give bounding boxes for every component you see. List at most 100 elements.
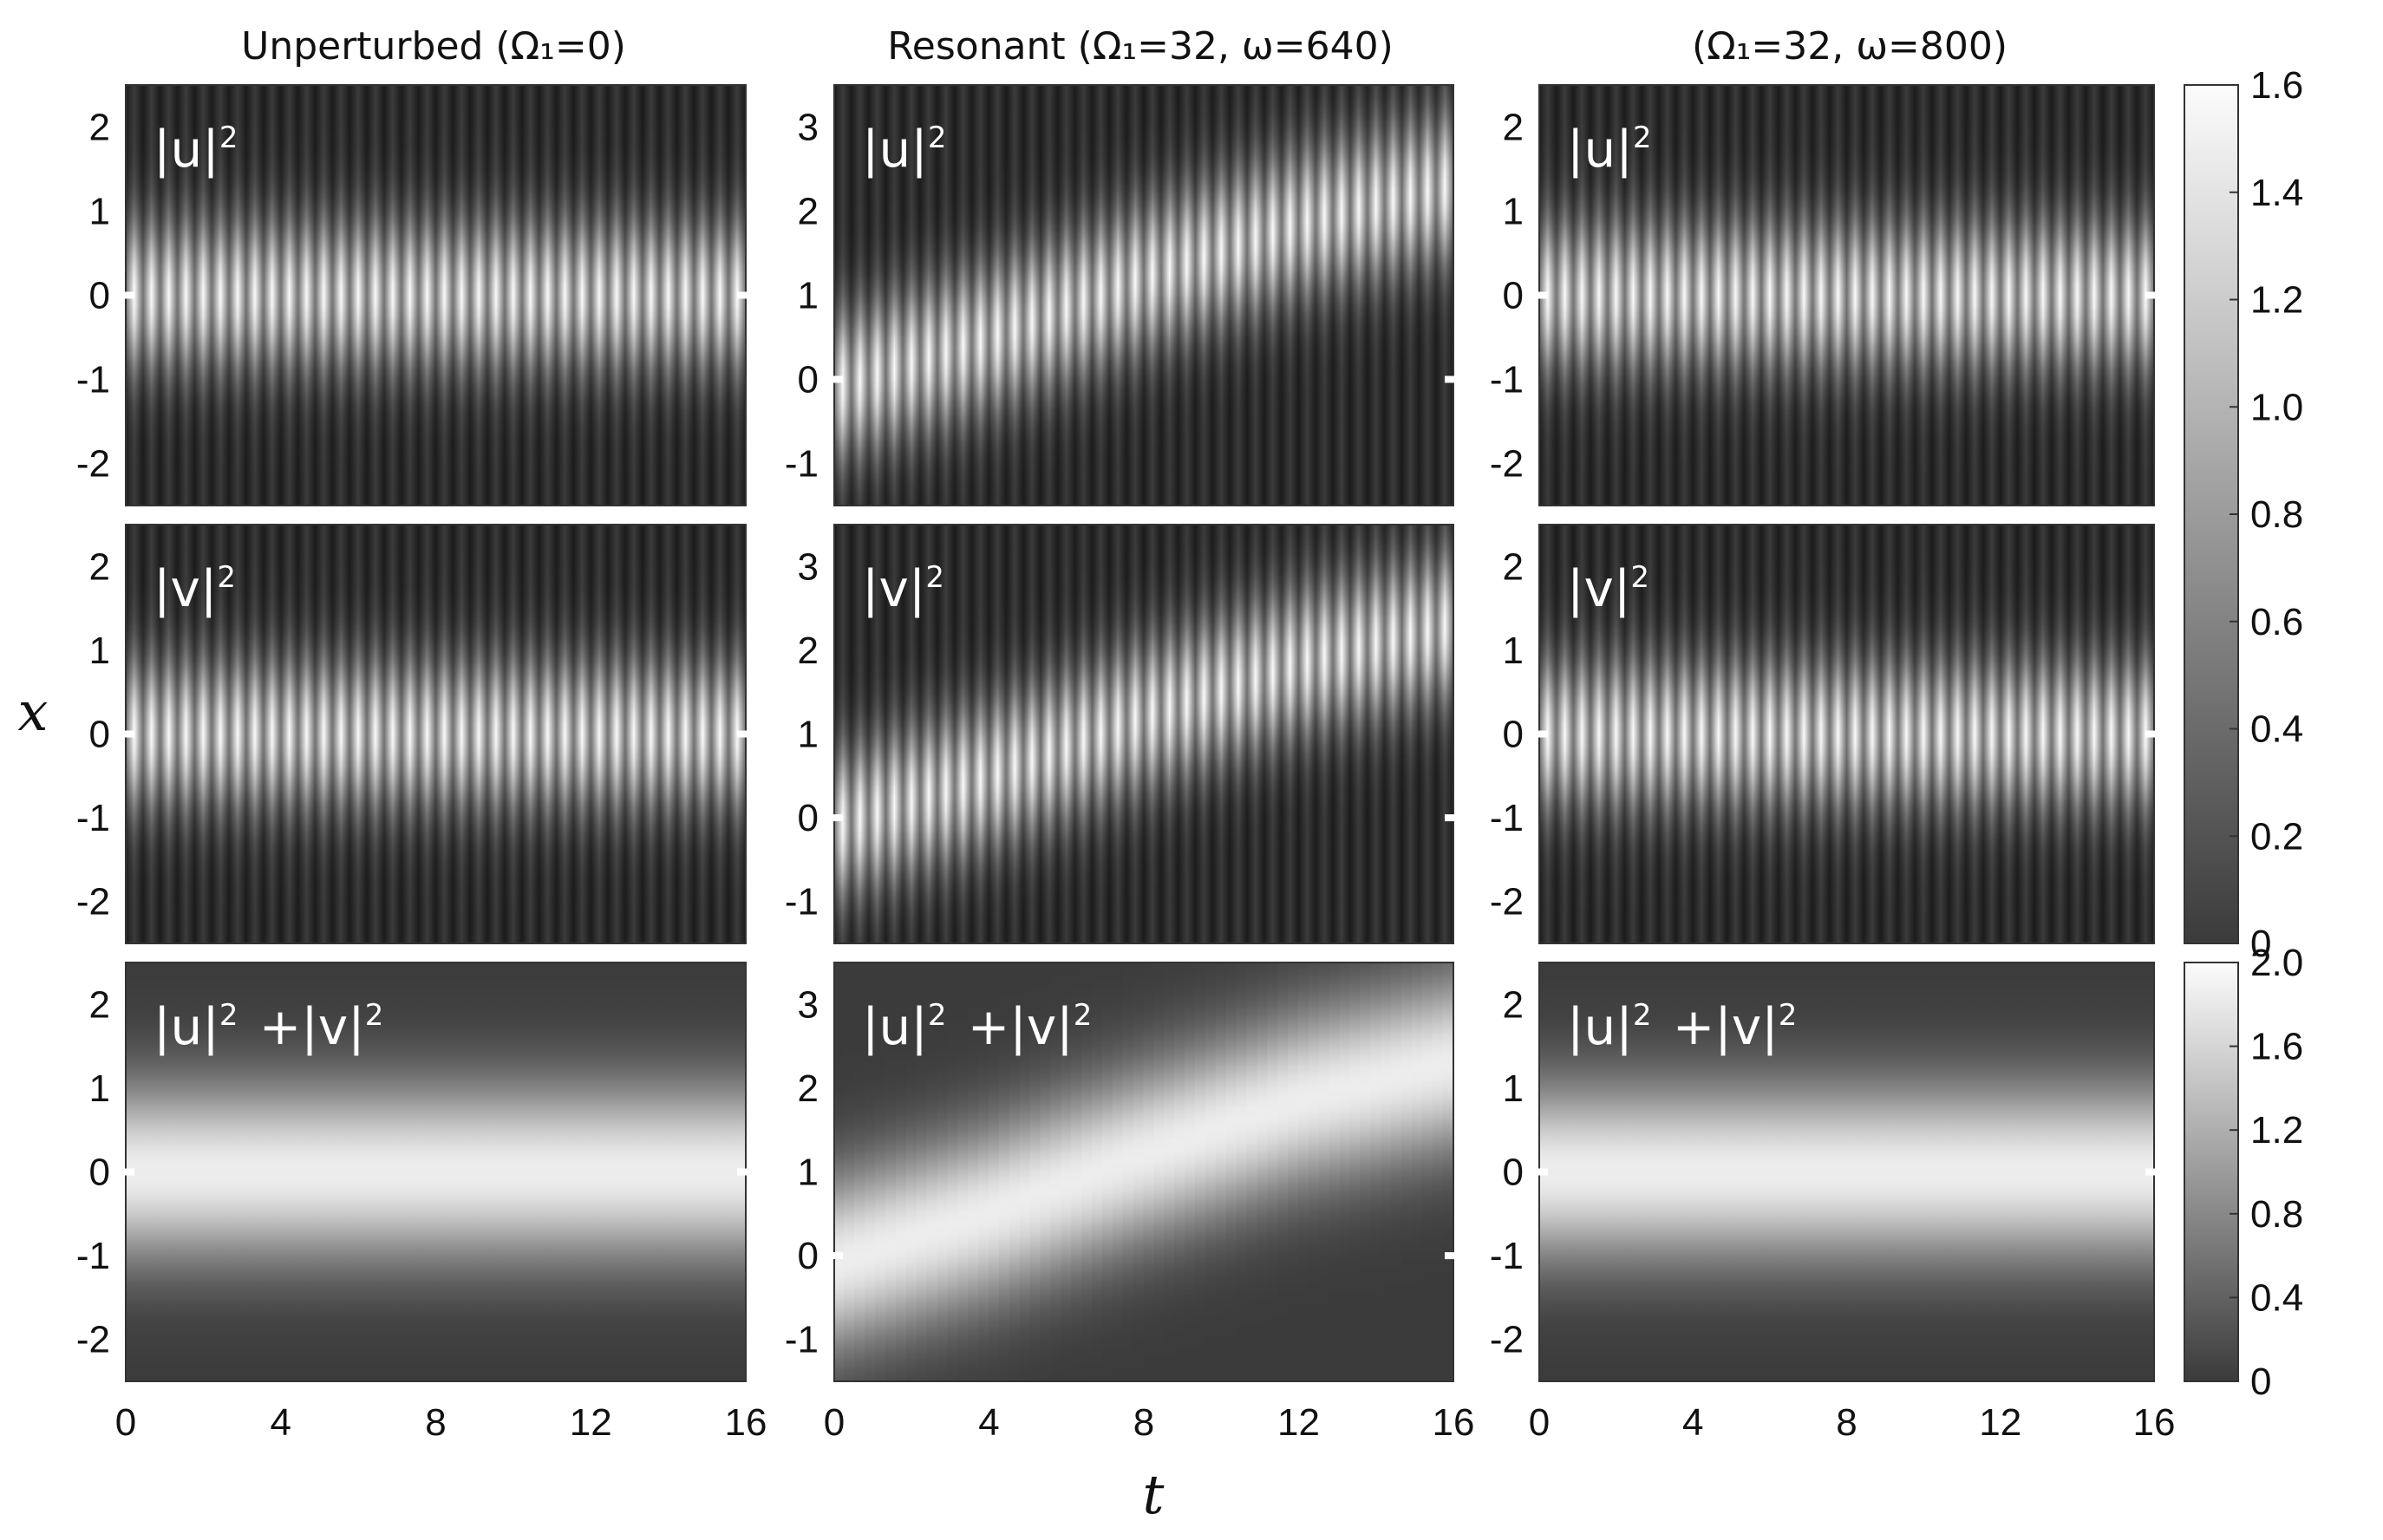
y-tick-label: -1 (785, 881, 819, 923)
y-tick-label: 1 (1503, 191, 1524, 233)
y-tick-label: -2 (1490, 1319, 1524, 1361)
colorbar-tick-label: 0.6 (2250, 601, 2303, 643)
y-tick-label: 1 (798, 275, 819, 317)
panel-unperturbed-v2: -2 -1 0 1 2 |v|2 (76, 524, 749, 944)
panel-label: |u|2 (1567, 120, 1656, 179)
x-tick-label: 8 (425, 1401, 446, 1444)
x-tick-label: 0 (824, 1401, 845, 1444)
panel-resonant-v2: -1 0 1 2 3 |v|2 (785, 524, 1457, 944)
colorbar-tick-label: 0 (2250, 923, 2271, 965)
y-tick-label: 1 (89, 1067, 110, 1110)
panel-label: |v|2 (153, 559, 241, 618)
colorbar-tick-label: 0.8 (2250, 493, 2303, 536)
y-tick-label: -2 (76, 881, 110, 923)
y-tick-label: -1 (1490, 797, 1524, 839)
column-title-unperturbed: Unperturbed (Ω₁=0) (241, 24, 626, 69)
colorbar-tick-label: 1.6 (2250, 64, 2303, 107)
panel-label: |u|2 (862, 120, 951, 179)
x-tick-label: 8 (1836, 1401, 1857, 1444)
x-tick-label: 0 (1529, 1401, 1550, 1444)
x-tick-label: 4 (978, 1401, 999, 1444)
panel-label: |v|2 (1567, 559, 1655, 618)
colorbar-tick-label: 0 (2250, 1361, 2271, 1403)
y-tick-label: 1 (1503, 1067, 1524, 1110)
panel-label: |u|2 (153, 120, 243, 179)
x-tick-label: 0 (115, 1401, 136, 1444)
y-tick-label: 0 (1503, 275, 1524, 317)
panel-unperturbed-u2: -2 -1 0 1 2 |u|2 (76, 84, 749, 506)
x-tick-label: 12 (1979, 1401, 2021, 1444)
panel-resonant-u2: -1 0 1 2 3 |u|2 (785, 84, 1457, 506)
y-tick-label: -1 (785, 443, 819, 486)
colorbar-tick-label: 1.6 (2250, 1026, 2303, 1068)
y-tick-label: -1 (1490, 1235, 1524, 1277)
y-tick-label: -1 (76, 359, 110, 401)
y-tick-label: 2 (1503, 983, 1524, 1026)
y-tick-label: 0 (798, 1235, 819, 1277)
y-tick-label: 0 (89, 714, 110, 756)
y-tick-label: -1 (76, 1235, 110, 1277)
colorbar-tick-label: 0.2 (2250, 815, 2303, 858)
panel-label: |u|2 +|v|2 (862, 997, 1097, 1056)
y-tick-label: 3 (798, 983, 819, 1026)
x-tick-label: 12 (1277, 1401, 1320, 1444)
y-tick-label: 3 (798, 107, 819, 149)
colorbar-group: 0 0.2 0.4 0.6 0.8 1.0 1.2 1.4 1.6 0 0.4 0.8 1.2 1.6 2.… (2184, 64, 2303, 1403)
colorbar-tick-label: 0.8 (2250, 1193, 2303, 1236)
y-tick-label: 3 (798, 545, 819, 588)
y-tick-label: 1 (1503, 630, 1524, 672)
y-tick-label: 2 (89, 545, 110, 588)
y-tick-label: -1 (76, 797, 110, 839)
y-tick-label: 0 (89, 1152, 110, 1194)
x-tick-label: 16 (725, 1401, 767, 1444)
y-tick-label: -1 (1490, 359, 1524, 401)
column-title-resonant: Resonant (Ω₁=32, ω=640) (887, 24, 1394, 69)
y-tick-label: 0 (1503, 1152, 1524, 1194)
colorbar-tick-label: 1.4 (2250, 172, 2303, 214)
panel-offresonant-u2: -2 -1 0 1 2 |u|2 (1490, 84, 2158, 506)
colorbar-tick-label: 0.4 (2250, 1276, 2303, 1319)
x-tick-label: 12 (570, 1401, 612, 1444)
y-axis-label: x (18, 680, 49, 743)
y-tick-label: -2 (1490, 881, 1524, 923)
x-tick-label: 4 (1682, 1401, 1703, 1444)
column-title-offresonant: (Ω₁=32, ω=800) (1692, 24, 2008, 69)
colorbar-tick-label: 1.2 (2250, 1109, 2303, 1152)
panel-label: |v|2 (862, 559, 950, 618)
y-tick-label: 2 (1503, 545, 1524, 588)
y-tick-label: 0 (798, 797, 819, 839)
y-tick-label: -1 (785, 1319, 819, 1361)
y-tick-label: -2 (76, 443, 110, 486)
colorbar-bottom: 0 0.4 0.8 1.2 1.6 2.0 (2184, 942, 2303, 1403)
y-tick-label: 0 (798, 359, 819, 401)
y-tick-label: -2 (76, 1319, 110, 1361)
x-axis-label: t (1143, 1463, 1165, 1526)
x-tick-label: 4 (271, 1401, 291, 1444)
y-tick-label: 0 (1503, 714, 1524, 756)
x-tick-label: 16 (1433, 1401, 1475, 1444)
x-tick-label: 8 (1133, 1401, 1154, 1444)
y-tick-label: 2 (89, 107, 110, 149)
x-tick-label: 16 (2133, 1401, 2176, 1444)
y-tick-label: 1 (89, 630, 110, 672)
colorbar-tick-label: 1.0 (2250, 386, 2303, 428)
y-tick-label: 2 (89, 983, 110, 1026)
y-tick-label: 1 (798, 1152, 819, 1194)
y-tick-label: 2 (798, 1067, 819, 1110)
y-tick-label: 2 (798, 191, 819, 233)
colorbar-tick-label: 2.0 (2250, 942, 2303, 984)
y-tick-label: 1 (89, 191, 110, 233)
y-tick-label: 0 (89, 275, 110, 317)
y-tick-label: 1 (798, 714, 819, 756)
colorbar-tick-label: 1.2 (2250, 279, 2303, 322)
panel-label: |u|2 +|v|2 (1567, 997, 1802, 1056)
panel-offresonant-v2: -2 -1 0 1 2 |v|2 (1490, 524, 2158, 944)
y-tick-label: 2 (798, 630, 819, 672)
colorbar-top: 0 0.2 0.4 0.6 0.8 1.0 1.2 1.4 1.6 (2184, 64, 2303, 965)
colorbar-tick-label: 0.4 (2250, 708, 2303, 751)
y-tick-label: 2 (1503, 107, 1524, 149)
